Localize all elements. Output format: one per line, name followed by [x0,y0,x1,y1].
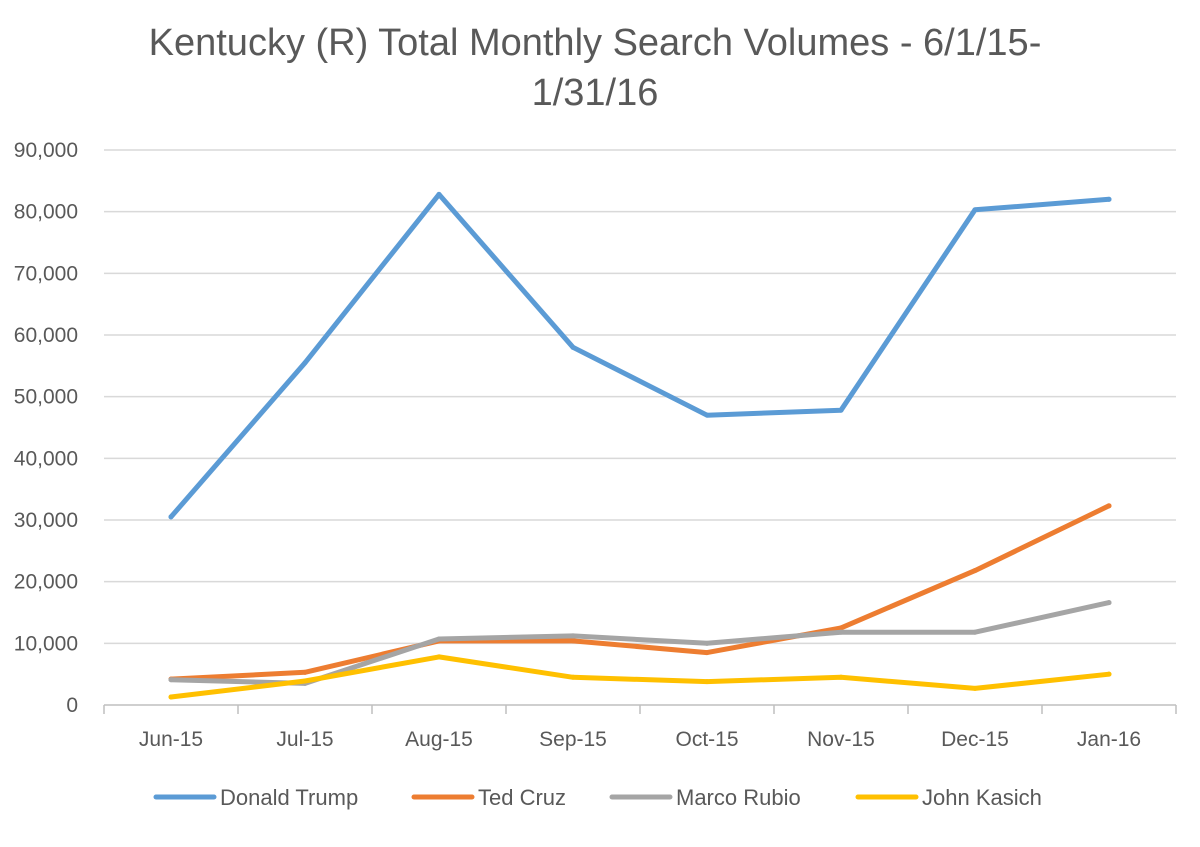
data-point-john-kasich [704,679,710,685]
data-point-donald-trump [570,344,576,350]
data-point-john-kasich [838,674,844,680]
legend-label-ted-cruz: Ted Cruz [478,785,566,810]
data-point-marco-rubio [436,636,442,642]
series-line-john-kasich [168,654,1112,700]
data-point-donald-trump [1106,196,1112,202]
y-tick-label: 90,000 [14,139,78,162]
data-point-donald-trump [704,412,710,418]
x-tick-label: Nov-15 [807,728,875,751]
data-point-john-kasich [168,694,174,700]
series-line-ted-cruz [168,503,1112,682]
data-point-marco-rubio [838,629,844,635]
y-axis-labels: 0 10,000 20,000 30,000 40,000 50,000 60,000 70,… [14,139,78,717]
data-point-john-kasich [972,685,978,691]
data-point-marco-rubio [168,677,174,683]
series-lines [168,191,1112,700]
data-point-donald-trump [302,360,308,366]
legend-label-john-kasich: John Kasich [922,785,1042,810]
data-point-john-kasich [436,654,442,660]
data-point-marco-rubio [570,633,576,639]
chart-title: Kentucky (R) Total Monthly Search Volume… [0,18,1190,118]
y-tick-label: 20,000 [14,571,78,594]
data-point-ted-cruz [704,650,710,656]
y-tick-label: 0 [66,694,78,717]
data-point-donald-trump [168,514,174,520]
y-tick-label: 10,000 [14,632,78,655]
x-tick-label: Aug-15 [405,728,473,751]
chart-title-line-2: 1/31/16 [531,72,659,114]
x-tick-label: Dec-15 [941,728,1009,751]
y-tick-label: 80,000 [14,201,78,224]
x-tick-label: Jun-15 [139,728,203,751]
legend-label-donald-trump: Donald Trump [220,785,358,810]
y-tick-label: 70,000 [14,262,78,285]
data-point-ted-cruz [302,669,308,675]
y-tick-label: 60,000 [14,324,78,347]
data-point-john-kasich [302,678,308,684]
data-point-ted-cruz [972,568,978,574]
legend: Donald Trump Ted Cruz Marco Rubio John Kasi… [153,785,1042,810]
x-tick-label: Jul-15 [276,728,333,751]
y-tick-label: 40,000 [14,447,78,470]
y-tick-label: 50,000 [14,386,78,409]
data-point-donald-trump [972,207,978,213]
data-point-marco-rubio [704,640,710,646]
series-line-donald-trump [168,191,1112,520]
x-tick-label: Jan-16 [1077,728,1141,751]
data-point-ted-cruz [838,625,844,631]
data-point-ted-cruz [1106,503,1112,509]
gridlines [104,149,1176,645]
data-point-donald-trump [838,407,844,413]
data-point-marco-rubio [972,629,978,635]
x-tick-label: Oct-15 [675,728,738,751]
x-axis: Jun-15 Jul-15 Aug-15 Sep-15 Oct-15 Nov-15 Dec-… [103,704,1177,751]
data-point-ted-cruz [570,638,576,644]
data-point-john-kasich [1106,671,1112,677]
legend-label-marco-rubio: Marco Rubio [676,785,801,810]
data-point-john-kasich [570,674,576,680]
chart-title-line-1: Kentucky (R) Total Monthly Search Volume… [148,22,1042,64]
data-point-donald-trump [436,191,442,197]
data-point-marco-rubio [1106,600,1112,606]
x-tick-label: Sep-15 [539,728,607,751]
y-tick-label: 30,000 [14,509,78,532]
